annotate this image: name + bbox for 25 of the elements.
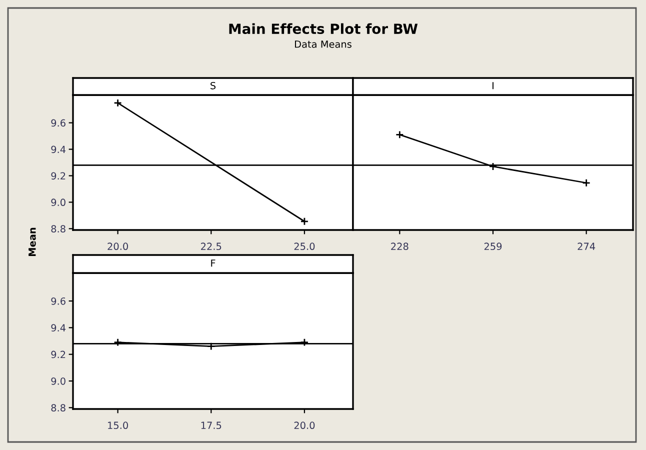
y-tick-label: 9.6 [51, 297, 66, 305]
x-axis-title: S [210, 82, 216, 90]
x-tick-label: 20.0 [294, 422, 315, 430]
x-tick-label: 228 [391, 242, 408, 250]
y-tick-label: 9.2 [51, 350, 66, 358]
y-tick-label: 9.0 [51, 377, 66, 385]
y-axis-title: Mean [28, 228, 36, 256]
chart-subtitle: Data Means [295, 40, 352, 48]
x-axis-title: I [492, 82, 494, 90]
y-tick-label: 9.2 [51, 172, 66, 180]
x-axis-title: F [211, 260, 216, 267]
y-tick-label: 9.0 [51, 198, 66, 206]
x-tick-label: 274 [578, 242, 596, 250]
x-tick-label: 20.0 [108, 242, 128, 250]
y-tick-label: 9.6 [51, 119, 66, 127]
y-tick-label: 8.8 [51, 404, 66, 412]
y-tick-label: 9.4 [51, 324, 66, 332]
y-tick-label: 9.4 [51, 146, 66, 154]
x-tick-label: 22.5 [201, 242, 222, 250]
chart-title: Main Effects Plot for BW [229, 23, 418, 34]
x-tick-label: 259 [484, 242, 502, 250]
y-tick-label: 8.8 [51, 225, 66, 233]
x-tick-label: 17.5 [201, 422, 222, 430]
x-tick-label: 25.0 [294, 242, 315, 250]
x-tick-label: 15.0 [108, 422, 128, 430]
